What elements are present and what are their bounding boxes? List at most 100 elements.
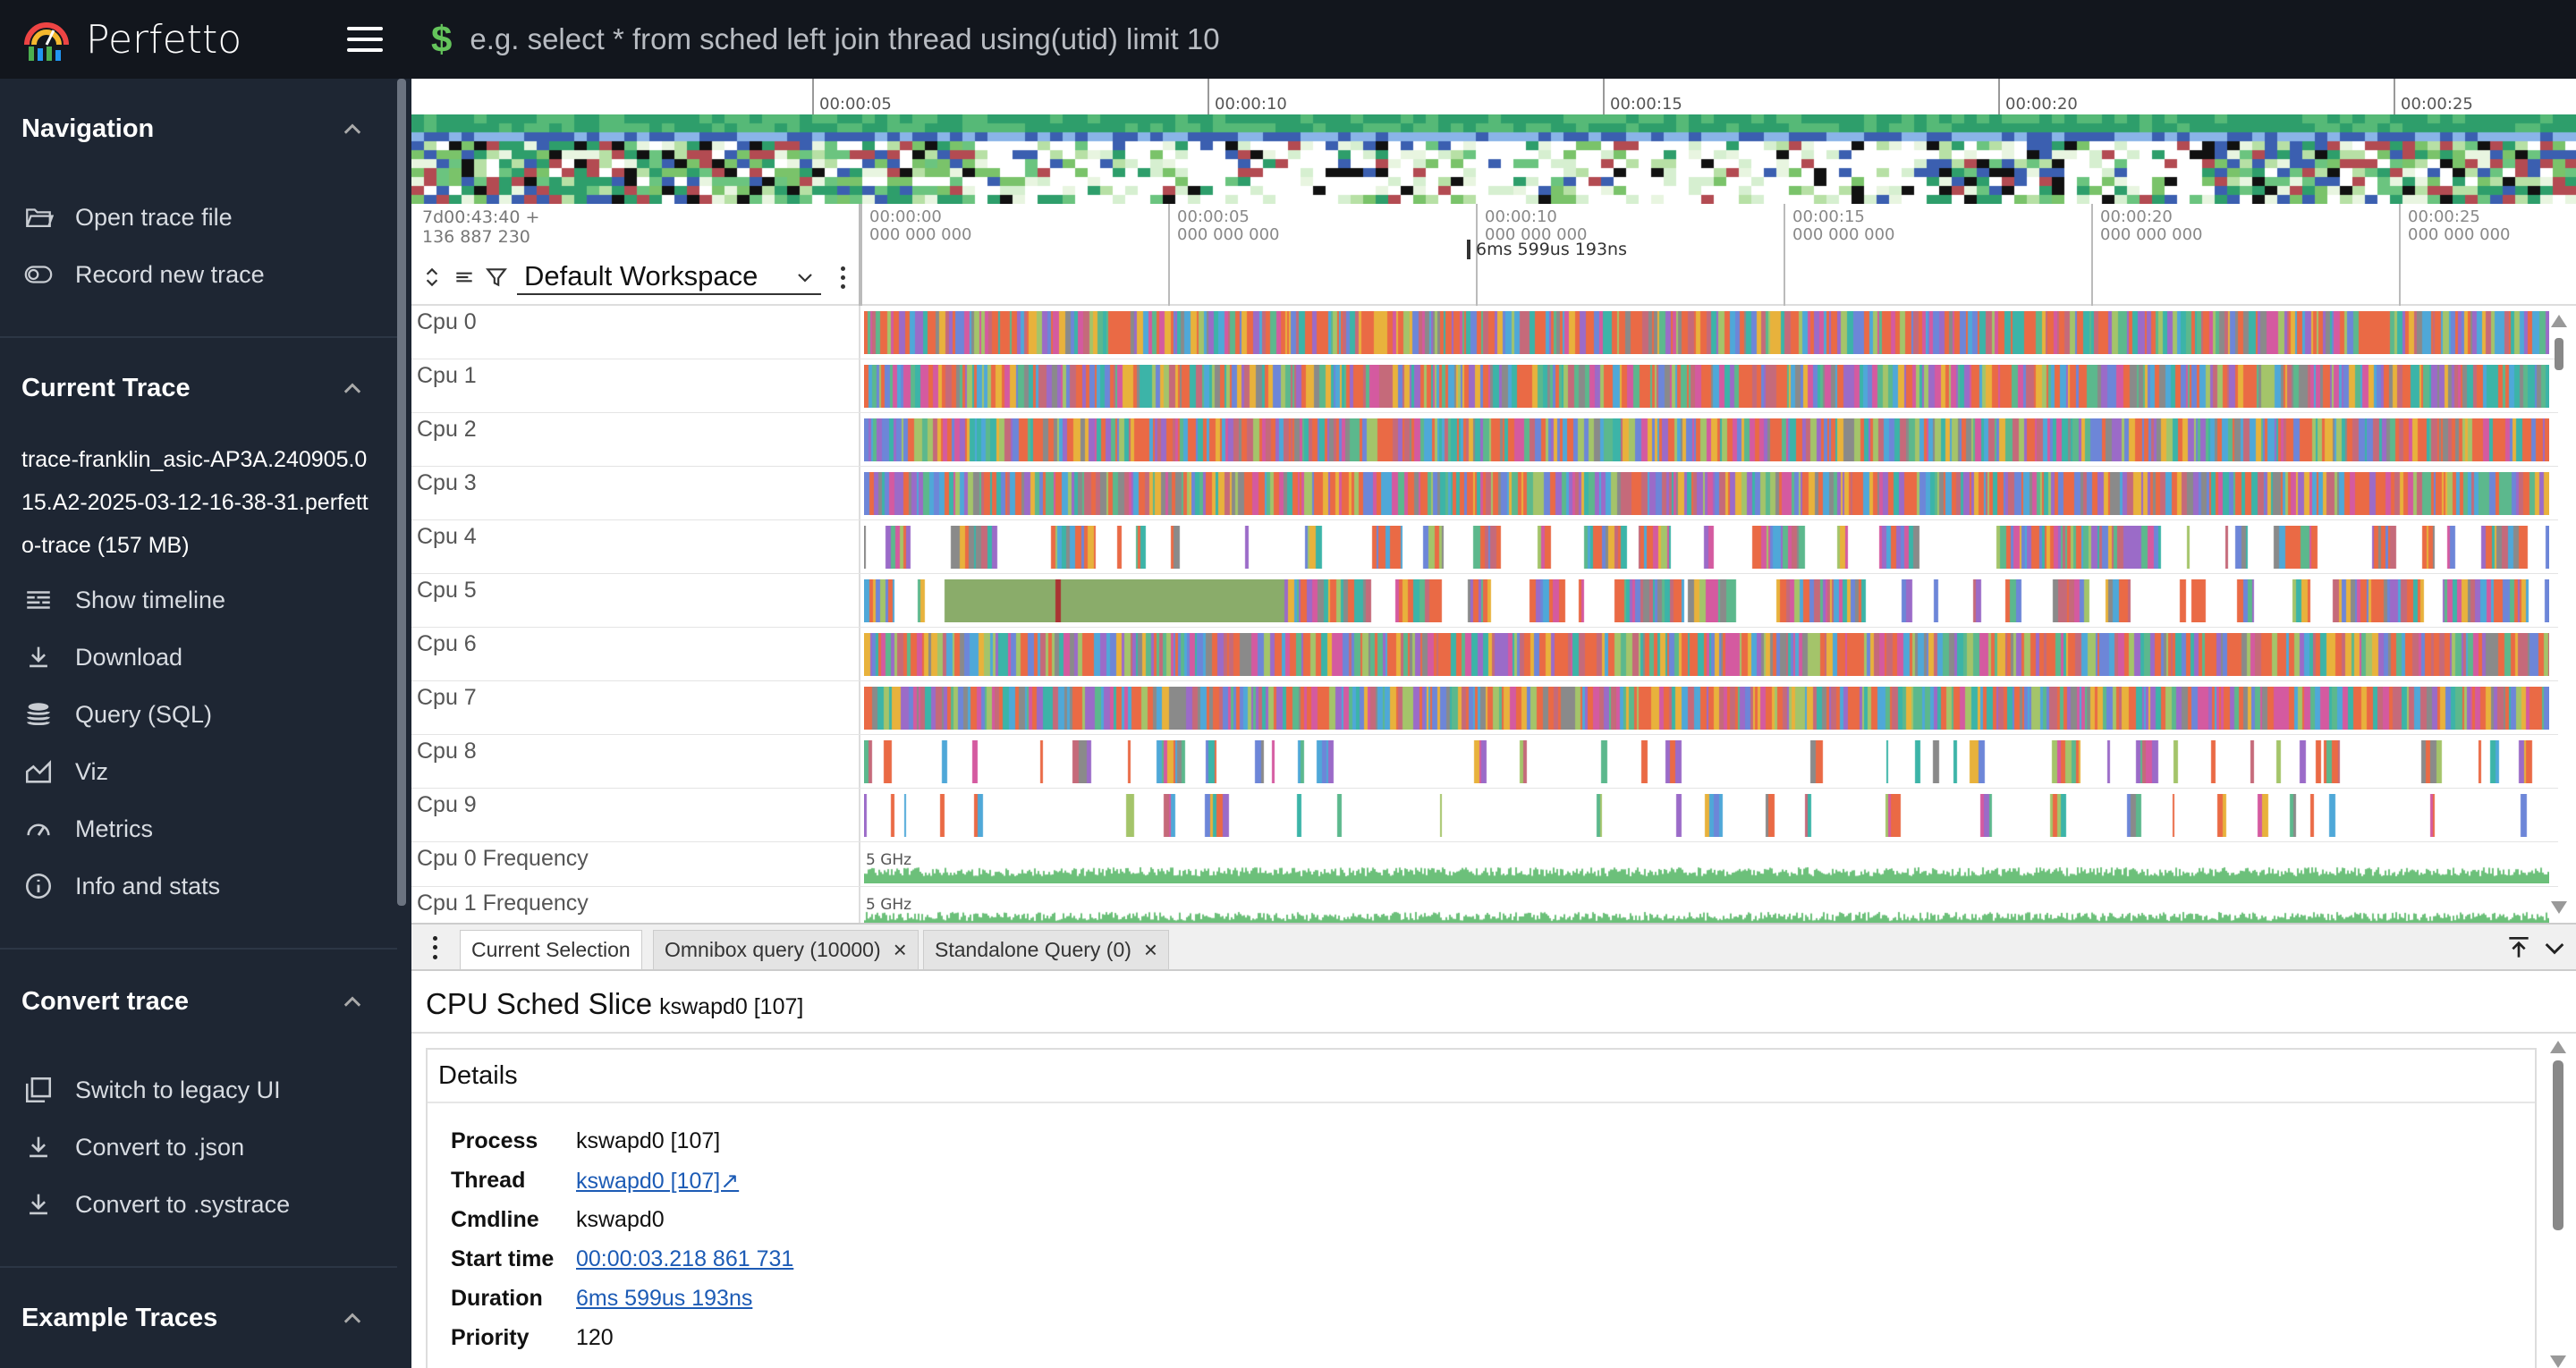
- divider: [411, 1032, 2576, 1034]
- timeline-icon: [21, 583, 55, 617]
- time-tick: 00:00:15 000 000 000: [1784, 204, 1895, 306]
- chevron-up-icon[interactable]: [340, 376, 365, 401]
- cpu-track[interactable]: Cpu 3: [411, 467, 2558, 520]
- workspace-menu-icon[interactable]: [834, 264, 852, 291]
- cpu-track[interactable]: Cpu 6: [411, 628, 2558, 681]
- dollar-icon: $: [431, 18, 453, 60]
- tab-omnibox-query[interactable]: Omnibox query (10000) ×: [653, 930, 919, 969]
- details-row: Priority 120: [451, 1325, 614, 1351]
- sched-slices[interactable]: [864, 794, 2549, 837]
- tab-label: Current Selection: [471, 938, 631, 961]
- cpu-track[interactable]: Cpu 7: [411, 681, 2558, 735]
- cpu-frequency-track[interactable]: Cpu 1 Frequency 5 GHz: [411, 887, 2558, 923]
- chevron-up-icon[interactable]: [340, 116, 365, 141]
- close-icon[interactable]: ×: [1143, 936, 1158, 963]
- sched-slices[interactable]: [864, 311, 2549, 354]
- details-link[interactable]: 00:00:03.218 861 731: [576, 1246, 794, 1271]
- sched-slices[interactable]: [864, 365, 2549, 408]
- download-icon: [21, 640, 55, 674]
- selection-duration-label: 6ms 599us 193ns: [1467, 240, 1627, 259]
- sidebar-item-legacy-ui[interactable]: Switch to legacy UI: [21, 1069, 281, 1110]
- omnibox-input[interactable]: [470, 22, 2438, 56]
- filter-none-icon: [21, 1073, 55, 1107]
- sched-slices[interactable]: [864, 687, 2549, 730]
- details-row: Process kswapd0 [107]: [451, 1128, 720, 1154]
- sidebar-item-show-timeline[interactable]: Show timeline: [21, 579, 225, 621]
- overview-heatmap[interactable]: [411, 114, 2576, 204]
- cpu-track[interactable]: Cpu 5: [411, 574, 2558, 628]
- tracks-panel[interactable]: Cpu 0 Cpu 1 Cpu 2 Cpu 3 Cpu 4 Cpu 5 Cpu 6 Cpu 7…: [411, 306, 2576, 923]
- chart-icon: [21, 755, 55, 789]
- sidebar-item-label: Viz: [75, 757, 109, 785]
- details-row: Cmdline kswapd0: [451, 1207, 665, 1233]
- details-key: Duration: [451, 1286, 543, 1311]
- sidebar-item-label: Record new trace: [75, 260, 265, 288]
- sidebar-item-convert-systrace[interactable]: Convert to .systrace: [21, 1184, 290, 1225]
- sched-slices[interactable]: [864, 740, 2549, 783]
- sched-slices[interactable]: [864, 472, 2549, 515]
- sidebar-scrollbar[interactable]: [397, 79, 406, 906]
- sidebar-item-open-trace[interactable]: Open trace file: [21, 197, 233, 238]
- cpu-track[interactable]: Cpu 8: [411, 735, 2558, 789]
- sched-slices[interactable]: [864, 579, 2549, 622]
- tab-current-selection[interactable]: Current Selection: [460, 930, 642, 969]
- cpu-track[interactable]: Cpu 1: [411, 359, 2558, 413]
- section-example-traces-title[interactable]: Example Traces: [21, 1304, 218, 1332]
- sched-slices[interactable]: [864, 526, 2549, 569]
- track-label: Cpu 0: [417, 309, 477, 334]
- sidebar-item-label: Convert to .json: [75, 1133, 245, 1161]
- tab-standalone-query[interactable]: Standalone Query (0) ×: [923, 930, 1170, 969]
- sidebar-item-info-stats[interactable]: Info and stats: [21, 866, 220, 907]
- tab-menu-icon[interactable]: [429, 933, 440, 962]
- section-divider: [0, 336, 397, 338]
- details-section-title: Details: [428, 1050, 2535, 1103]
- sched-slices[interactable]: [864, 633, 2549, 676]
- sidebar-item-download[interactable]: Download: [21, 637, 182, 678]
- app-title: Perfetto: [86, 16, 242, 63]
- workspace-select[interactable]: Default Workspace: [517, 259, 821, 295]
- cpu-track[interactable]: Cpu 0: [411, 306, 2558, 359]
- current-trace-name: trace-franklin_asic-AP3A.240905.015.A2-2…: [21, 447, 369, 558]
- cpu-track[interactable]: Cpu 4: [411, 520, 2558, 574]
- details-link[interactable]: kswapd0 [107]↗: [576, 1169, 740, 1194]
- track-label: Cpu 0 Frequency: [417, 846, 589, 871]
- maximize-panel-icon[interactable]: [2504, 933, 2533, 962]
- details-value: kswapd0: [576, 1207, 665, 1232]
- track-shell-divider[interactable]: [859, 204, 860, 306]
- sort-lines-icon[interactable]: [453, 266, 476, 289]
- overview-tick: 00:00:10: [1208, 79, 1287, 114]
- tab-label: Standalone Query (0): [935, 938, 1131, 961]
- chevron-down-icon[interactable]: [2540, 933, 2569, 962]
- sidebar-item-convert-json[interactable]: Convert to .json: [21, 1127, 244, 1168]
- expand-collapse-icon[interactable]: [420, 266, 444, 289]
- details-row: Start time 00:00:03.218 861 731: [451, 1246, 793, 1272]
- sidebar-item-metrics[interactable]: Metrics: [21, 808, 153, 849]
- track-label: Cpu 4: [417, 524, 477, 549]
- filter-icon[interactable]: [485, 266, 508, 289]
- cpu-track[interactable]: Cpu 9: [411, 789, 2558, 842]
- cpu-frequency-track[interactable]: Cpu 0 Frequency 5 GHz: [411, 842, 2558, 887]
- chevron-up-icon[interactable]: [340, 989, 365, 1014]
- sched-slices[interactable]: [864, 418, 2549, 461]
- track-label: Cpu 1 Frequency: [417, 891, 589, 916]
- details-row: End StateRunnable (Preempted): [451, 1364, 802, 1368]
- sidebar-item-viz[interactable]: Viz: [21, 751, 108, 792]
- sidebar-item-query-sql[interactable]: Query (SQL): [21, 694, 212, 735]
- cpu-track[interactable]: Cpu 2: [411, 413, 2558, 467]
- section-convert-trace-title[interactable]: Convert trace: [21, 987, 189, 1016]
- frequency-graph[interactable]: [864, 848, 2549, 883]
- chevron-down-icon: [798, 274, 812, 283]
- tracks-scrollbar[interactable]: [2551, 315, 2567, 914]
- sidebar-item-record-trace[interactable]: Record new trace: [21, 254, 265, 295]
- workspace-toolbar: Default Workspace: [420, 259, 852, 295]
- details-scrollbar[interactable]: [2550, 1041, 2566, 1368]
- track-label: Cpu 9: [417, 792, 477, 817]
- overview-time-axis[interactable]: 00:00:05 00:00:10 00:00:15 00:00:20 00:0…: [411, 79, 2576, 114]
- frequency-graph[interactable]: [864, 892, 2549, 923]
- details-link[interactable]: 6ms 599us 193ns: [576, 1286, 753, 1311]
- close-icon[interactable]: ×: [893, 936, 907, 963]
- hamburger-menu-icon[interactable]: [347, 27, 383, 54]
- chevron-up-icon[interactable]: [340, 1305, 365, 1330]
- section-navigation-title[interactable]: Navigation: [21, 114, 155, 143]
- section-current-trace-title[interactable]: Current Trace: [21, 374, 191, 402]
